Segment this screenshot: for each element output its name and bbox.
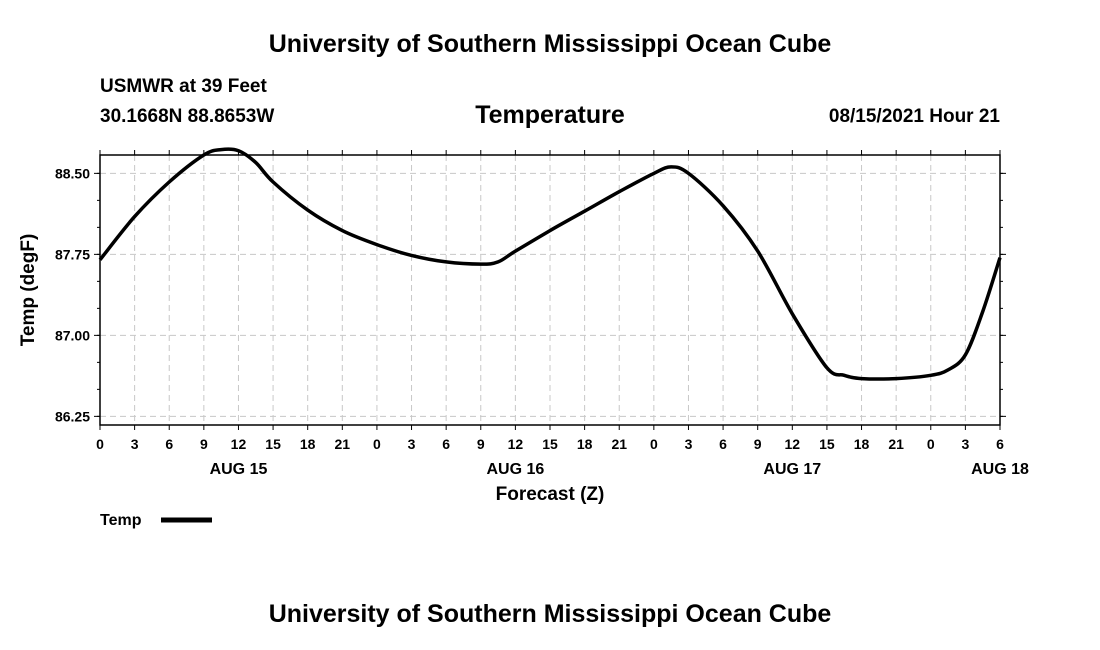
x-tick-label: 9	[754, 436, 762, 452]
y-tick-label: 86.25	[55, 408, 90, 424]
x-tick-label: 15	[265, 436, 281, 452]
x-tick-label: 3	[408, 436, 416, 452]
y-axis-label: Temp (degF)	[18, 234, 39, 347]
station-label: USMWR at 39 Feet	[100, 76, 267, 97]
y-tick-label: 87.00	[55, 327, 90, 343]
x-tick-label: 15	[542, 436, 558, 452]
x-tick-label: 6	[165, 436, 173, 452]
x-tick-label: 0	[650, 436, 658, 452]
x-tick-label: 12	[508, 436, 524, 452]
coordinates-label: 30.1668N 88.8653W	[100, 106, 275, 127]
x-tick-label: 21	[611, 436, 627, 452]
series-layer	[98, 147, 1002, 381]
x-tick-label: 15	[819, 436, 835, 452]
x-tick-label: 0	[927, 436, 935, 452]
x-tick-label: 18	[854, 436, 870, 452]
x-tick-label: 12	[785, 436, 801, 452]
x-tick-label: 0	[373, 436, 381, 452]
header-title: University of Southern Mississippi Ocean…	[268, 30, 832, 58]
y-tick-label: 87.75	[55, 246, 90, 262]
date-label: AUG 17	[763, 461, 821, 478]
x-axis-label: Forecast (Z)	[496, 484, 605, 505]
date-label: AUG 15	[210, 461, 268, 478]
temp-series-line	[98, 147, 1002, 381]
x-tick-label: 9	[477, 436, 485, 452]
y-tick-label: 88.50	[55, 165, 90, 181]
x-tick-label: 6	[996, 436, 1004, 452]
x-tick-label: 3	[685, 436, 693, 452]
x-tick-label: 21	[335, 436, 351, 452]
chart-title: Temperature	[475, 101, 625, 129]
x-tick-label: 12	[231, 436, 247, 452]
date-label: AUG 16	[486, 461, 544, 478]
issued-datetime: 08/15/2021 Hour 21	[828, 106, 1000, 127]
x-tick-label: 0	[96, 436, 104, 452]
x-tick-label: 6	[719, 436, 727, 452]
x-tick-label: 3	[131, 436, 139, 452]
axis-labels: 0 3 6 9 12 15 18 21 0 3 6 9 12 15 18 21 0 3 6 9 12 15 18 21 0 3 6 8…	[55, 165, 1029, 478]
x-tick-label: 3	[961, 436, 969, 452]
plot-frame	[99, 154, 1001, 426]
x-tick-label: 18	[577, 436, 593, 452]
footer-title: University of Southern Mississippi Ocean…	[268, 600, 832, 628]
grid-lines	[100, 155, 1000, 425]
x-tick-label: 9	[200, 436, 208, 452]
date-label: AUG 18	[971, 461, 1029, 478]
x-tick-label: 6	[442, 436, 450, 452]
legend-label: Temp	[100, 512, 142, 529]
x-tick-label: 21	[888, 436, 904, 452]
x-tick-label: 18	[300, 436, 316, 452]
